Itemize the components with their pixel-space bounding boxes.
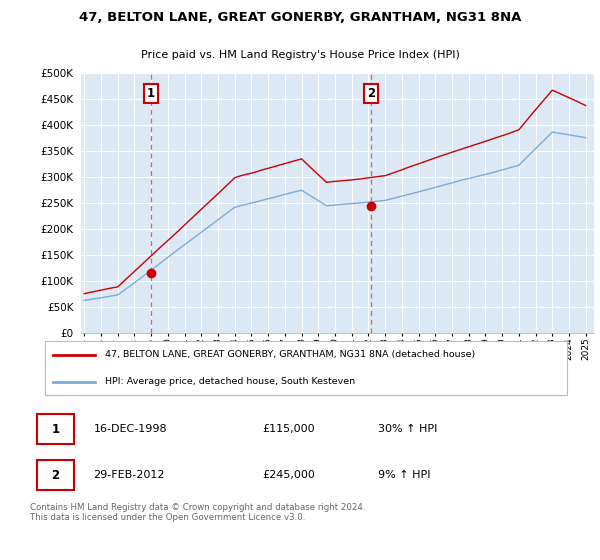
Text: HPI: Average price, detached house, South Kesteven: HPI: Average price, detached house, Sout… <box>106 377 355 386</box>
Text: £115,000: £115,000 <box>262 424 314 434</box>
Text: 47, BELTON LANE, GREAT GONERBY, GRANTHAM, NG31 8NA (detached house): 47, BELTON LANE, GREAT GONERBY, GRANTHAM… <box>106 350 476 359</box>
Text: 1: 1 <box>146 87 155 100</box>
Text: 16-DEC-1998: 16-DEC-1998 <box>94 424 167 434</box>
Text: Contains HM Land Registry data © Crown copyright and database right 2024.
This d: Contains HM Land Registry data © Crown c… <box>30 503 365 522</box>
Text: 1: 1 <box>52 423 59 436</box>
Text: 2: 2 <box>52 469 59 482</box>
Text: 29-FEB-2012: 29-FEB-2012 <box>94 470 165 480</box>
FancyBboxPatch shape <box>37 460 74 490</box>
FancyBboxPatch shape <box>37 414 74 444</box>
Text: 9% ↑ HPI: 9% ↑ HPI <box>378 470 430 480</box>
Text: 30% ↑ HPI: 30% ↑ HPI <box>378 424 437 434</box>
FancyBboxPatch shape <box>44 341 568 395</box>
Text: 2: 2 <box>367 87 375 100</box>
Text: 47, BELTON LANE, GREAT GONERBY, GRANTHAM, NG31 8NA: 47, BELTON LANE, GREAT GONERBY, GRANTHAM… <box>79 11 521 24</box>
Text: £245,000: £245,000 <box>262 470 315 480</box>
Text: Price paid vs. HM Land Registry's House Price Index (HPI): Price paid vs. HM Land Registry's House … <box>140 50 460 59</box>
